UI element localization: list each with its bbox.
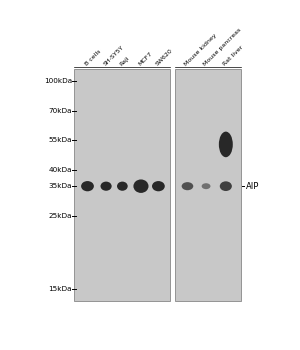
Ellipse shape — [182, 182, 193, 190]
Ellipse shape — [219, 132, 233, 157]
Ellipse shape — [152, 181, 165, 191]
Text: SW620: SW620 — [155, 48, 174, 67]
Text: 55kDa: 55kDa — [48, 137, 72, 144]
Ellipse shape — [220, 181, 232, 191]
Ellipse shape — [117, 182, 128, 191]
FancyBboxPatch shape — [74, 69, 170, 301]
Text: MCF7: MCF7 — [137, 51, 153, 67]
Text: 100kDa: 100kDa — [44, 78, 72, 84]
Ellipse shape — [81, 181, 94, 191]
Text: 15kDa: 15kDa — [48, 286, 72, 292]
Ellipse shape — [134, 180, 148, 193]
Text: Rat liver: Rat liver — [222, 45, 244, 67]
Ellipse shape — [202, 183, 211, 189]
Text: 40kDa: 40kDa — [48, 167, 72, 173]
Text: Raji: Raji — [119, 55, 130, 67]
FancyBboxPatch shape — [175, 69, 241, 301]
Text: 35kDa: 35kDa — [48, 183, 72, 189]
Text: 70kDa: 70kDa — [48, 108, 72, 114]
Text: B cells: B cells — [84, 49, 102, 67]
Text: 25kDa: 25kDa — [48, 213, 72, 219]
Text: AIP: AIP — [246, 182, 259, 191]
Ellipse shape — [100, 182, 112, 191]
Text: Mouse kidney: Mouse kidney — [184, 33, 218, 67]
Text: Mouse pancreas: Mouse pancreas — [202, 27, 242, 67]
Text: SH-SY5Y: SH-SY5Y — [103, 44, 125, 67]
